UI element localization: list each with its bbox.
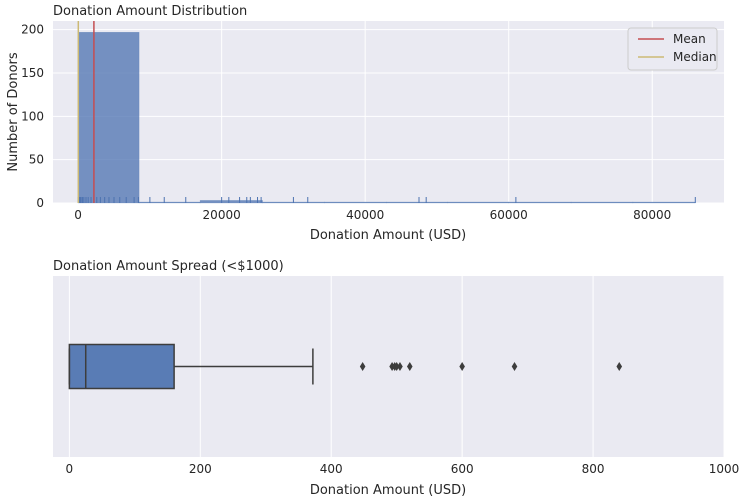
legend: Mean Median — [627, 27, 718, 71]
boxplot-x-tick-label: 600 — [451, 462, 474, 476]
boxplot-outlier — [359, 362, 366, 371]
boxplot-outlier — [616, 362, 623, 371]
histogram-plot-area — [53, 21, 724, 203]
histogram-x-ticks: 0 20000 40000 60000 80000 — [74, 208, 671, 222]
histogram-y-tick-label: 100 — [21, 109, 44, 123]
histogram-y-tick-label: 0 — [36, 196, 44, 210]
histogram-bar-6 — [447, 201, 509, 204]
histogram-bar-1 — [138, 201, 201, 204]
histogram-y-tick-label: 150 — [21, 66, 44, 80]
histogram-bar-8 — [570, 201, 634, 204]
histogram-y-ticks: 0 50 100 150 200 — [21, 23, 44, 210]
histogram-bar-7 — [508, 201, 572, 204]
boxplot-x-tick-label: 200 — [189, 462, 212, 476]
boxplot-panel: 0 200 400 600 800 1000 Donation Amount Spread… — [53, 259, 739, 498]
boxplot-outlier — [397, 362, 403, 371]
histogram-bar-0 — [77, 32, 140, 204]
histogram-bar-2 — [199, 200, 263, 204]
histogram-bar-9 — [632, 201, 696, 204]
boxplot-x-tick-label: 1000 — [709, 462, 740, 476]
histogram-bars — [77, 32, 696, 204]
histogram-title: Donation Amount Distribution — [53, 4, 247, 19]
boxplot-outlier — [511, 362, 518, 371]
boxplot-outlier — [459, 362, 465, 371]
boxplot-box-group — [68, 343, 314, 390]
histogram-y-tick-label: 50 — [29, 153, 44, 167]
histogram-x-label: Donation Amount (USD) — [310, 228, 466, 243]
legend-median-label: Median — [673, 50, 717, 64]
histogram-x-tick-label: 80000 — [633, 208, 671, 222]
boxplot-title: Donation Amount Spread (<$1000) — [53, 259, 284, 274]
boxplot-outlier — [393, 362, 400, 371]
boxplot-x-tick-label: 0 — [66, 462, 74, 476]
histogram-y-tick-label: 200 — [21, 23, 44, 37]
histogram-x-tick-label: 0 — [74, 208, 82, 222]
histogram-x-tick-label: 20000 — [203, 208, 241, 222]
boxplot-x-tick-label: 800 — [582, 462, 605, 476]
boxplot-outliers — [359, 362, 623, 371]
histogram-x-tick-label: 40000 — [346, 208, 384, 222]
boxplot-x-tick-label: 400 — [320, 462, 343, 476]
histogram-bar-4 — [324, 201, 387, 204]
legend-mean-label: Mean — [673, 32, 706, 46]
boxplot-x-ticks: 0 200 400 600 800 1000 — [66, 462, 740, 476]
histogram-reference-lines — [77, 21, 95, 203]
histogram-y-label: Number of Donors — [6, 52, 21, 172]
histogram-x-tick-label: 60000 — [490, 208, 528, 222]
histogram-panel: 0 20000 40000 60000 80000 0 50 100 150 200 Donat… — [6, 4, 724, 243]
boxplot-box — [68, 343, 175, 390]
boxplot-x-label: Donation Amount (USD) — [310, 483, 466, 498]
boxplot-outlier — [406, 362, 413, 371]
histogram-bar-5 — [386, 201, 448, 204]
